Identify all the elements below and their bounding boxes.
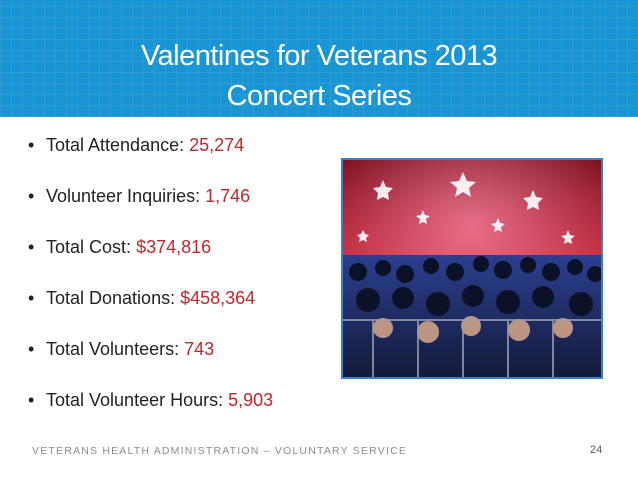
bullet-label: Volunteer Inquiries: [46,186,201,206]
bullet-value: 25,274 [189,135,245,155]
bullet-value: 1,746 [205,186,251,206]
bullet-label: Total Volunteer Hours: [46,390,224,410]
bullet-total-volunteers: • Total Volunteers: 743 [28,337,273,388]
bullet-value: $374,816 [136,237,212,257]
bullet-value: 5,903 [228,390,274,410]
bullet-icon: • [28,288,35,308]
bullet-icon: • [28,237,35,257]
bullet-icon: • [28,339,35,359]
slide-title: Valentines for Veterans 2013 Concert Ser… [0,36,638,116]
concert-photo-image [343,160,601,377]
bullet-value: 743 [184,339,215,359]
statistics-list: • Total Attendance: 25,274 • Volunteer Inq… [28,133,273,439]
bullet-label: Total Donations: [46,288,176,308]
bullet-icon: • [28,186,35,206]
bullet-volunteer-inquiries: • Volunteer Inquiries: 1,746 [28,184,273,235]
bullet-total-cost: • Total Cost: $374,816 [28,235,273,286]
footer-organization: VETERANS HEALTH ADMINISTRATION – VOLUNTA… [32,445,408,457]
bullet-icon: • [28,135,35,155]
bullet-label: Total Attendance: [46,135,185,155]
bullet-label: Total Cost: [46,237,132,257]
title-banner [0,0,638,117]
bullet-value: $458,364 [180,288,256,308]
bullet-total-volunteer-hours: • Total Volunteer Hours: 5,903 [28,388,273,439]
page-number: 24 [590,444,603,456]
bullet-label: Total Volunteers: [46,339,180,359]
title-line-2: Concert Series [226,80,412,112]
bullet-total-attendance: • Total Attendance: 25,274 [28,133,273,184]
concert-crowd-photo [341,158,603,379]
title-line-1: Valentines for Veterans 2013 [140,40,498,72]
bullet-total-donations: • Total Donations: $458,364 [28,286,273,337]
bullet-icon: • [28,390,35,410]
